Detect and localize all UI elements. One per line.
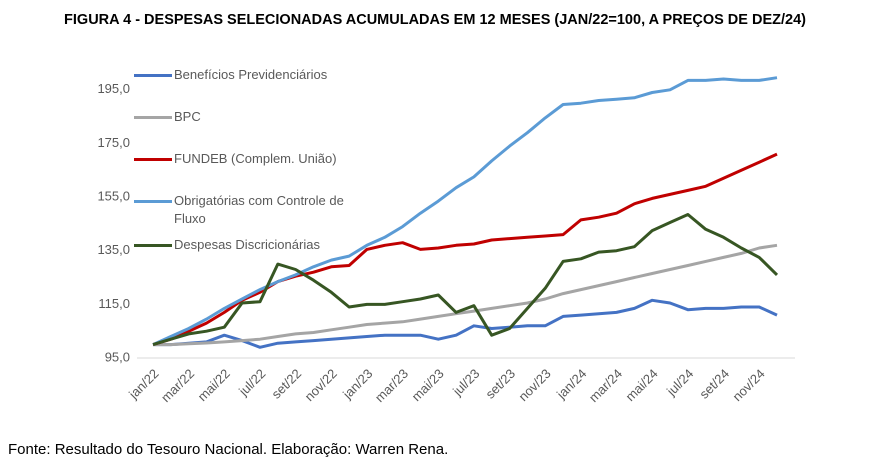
legend-label: Obrigatórias com Controle de Fluxo	[174, 193, 344, 226]
x-tick-label: set/22	[269, 366, 305, 402]
series-line	[153, 298, 778, 349]
series-line	[152, 152, 778, 347]
legend-label: FUNDEB (Complem. União)	[174, 151, 337, 166]
legend-swatch	[134, 116, 172, 119]
x-tick-label: jul/24	[663, 366, 696, 399]
legend-item: Despesas Discricionárias	[134, 236, 369, 254]
source-note: Fonte: Resultado do Tesouro Nacional. El…	[8, 441, 449, 458]
x-tick-label: jan/22	[125, 366, 161, 402]
x-tick-label: nov/24	[730, 366, 768, 404]
legend-swatch	[134, 158, 172, 161]
y-tick-label: 155,0	[97, 189, 130, 204]
legend-label: BPC	[174, 109, 201, 124]
legend-item: BPC	[134, 108, 369, 126]
series-line	[153, 243, 778, 347]
x-tick-label: mar/23	[372, 366, 411, 405]
legend-swatch	[134, 244, 172, 247]
x-tick-label: nov/22	[302, 366, 340, 404]
legend-item: Obrigatórias com Controle de Fluxo	[134, 192, 369, 228]
series-line	[152, 213, 779, 347]
legend-swatch	[134, 200, 172, 203]
y-tick-label: 95,0	[105, 349, 130, 364]
x-tick-label: mar/24	[586, 366, 625, 405]
series-line	[152, 76, 778, 346]
y-tick-label: 195,0	[97, 81, 130, 96]
chart-title: FIGURA 4 - DESPESAS SELECIONADAS ACUMULA…	[64, 12, 806, 28]
legend-label: Despesas Discricionárias	[174, 237, 320, 252]
x-tick-label: nov/23	[516, 366, 554, 404]
legend-item: FUNDEB (Complem. União)	[134, 150, 369, 168]
x-tick-label: set/23	[482, 366, 518, 402]
x-tick-label: mar/22	[158, 366, 197, 405]
x-tick-label: mai/24	[623, 366, 661, 404]
x-tick-label: jan/23	[339, 366, 375, 402]
x-tick-label: jul/23	[449, 366, 482, 399]
x-tick-label: mai/22	[195, 366, 233, 404]
x-tick-label: jan/24	[553, 366, 589, 402]
legend-swatch	[134, 74, 172, 77]
y-tick-label: 115,0	[98, 296, 130, 311]
legend-item: Benefícios Previdenciários	[134, 66, 369, 84]
x-tick-label: set/24	[696, 366, 732, 402]
y-tick-label: 175,0	[97, 135, 130, 150]
legend-label: Benefícios Previdenciários	[174, 67, 328, 82]
x-tick-label: mai/23	[409, 366, 447, 404]
y-tick-label: 135,0	[97, 242, 130, 257]
x-tick-label: jul/22	[235, 366, 268, 399]
